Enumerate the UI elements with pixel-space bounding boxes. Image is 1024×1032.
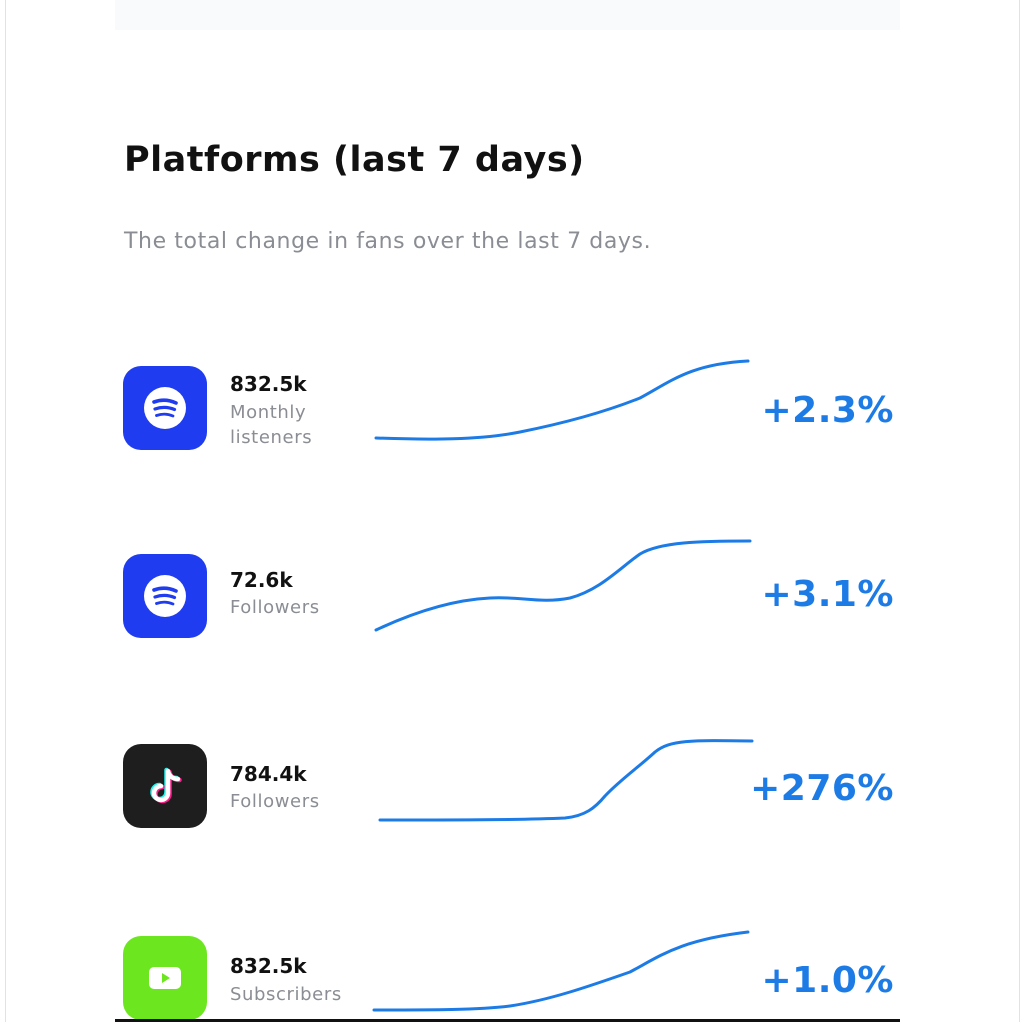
platform-row-spotify-listeners[interactable]: 832.5k Monthly listeners +2.3% xyxy=(0,352,1024,462)
platform-row-tiktok-followers[interactable]: 784.4k Followers +276% xyxy=(0,730,1024,840)
frame-border-left xyxy=(5,0,6,1022)
page-title: Platforms (last 7 days) xyxy=(124,140,585,180)
spotify-icon xyxy=(123,554,207,638)
trend-sparkline xyxy=(372,930,750,1012)
youtube-icon xyxy=(123,936,207,1020)
stat-value: 832.5k xyxy=(230,954,307,978)
bottom-divider xyxy=(115,1019,900,1022)
trend-sparkline xyxy=(378,739,754,822)
stat-value: 784.4k xyxy=(230,762,307,786)
stat-label: Monthly listeners xyxy=(230,402,313,448)
platform-row-youtube-subscribers[interactable]: 832.5k Subscribers +1.0% xyxy=(0,922,1024,1032)
top-header-band xyxy=(115,0,900,30)
page-subtitle: The total change in fans over the last 7… xyxy=(124,229,652,254)
change-percent: +1.0% xyxy=(761,960,894,1001)
stat-label: Followers xyxy=(230,791,320,812)
spotify-icon xyxy=(123,366,207,450)
stat-label: Followers xyxy=(230,597,320,618)
change-percent: +3.1% xyxy=(761,574,894,615)
change-percent: +276% xyxy=(750,768,894,809)
stat-value: 72.6k xyxy=(230,568,293,592)
trend-sparkline xyxy=(374,539,752,632)
platform-row-spotify-followers[interactable]: 72.6k Followers +3.1% xyxy=(0,538,1024,648)
trend-sparkline xyxy=(374,359,750,441)
stat-label: Subscribers xyxy=(230,984,342,1005)
stat-value: 832.5k xyxy=(230,372,307,396)
change-percent: +2.3% xyxy=(761,390,894,431)
tiktok-icon xyxy=(123,744,207,828)
frame-border-right xyxy=(1019,0,1020,1022)
